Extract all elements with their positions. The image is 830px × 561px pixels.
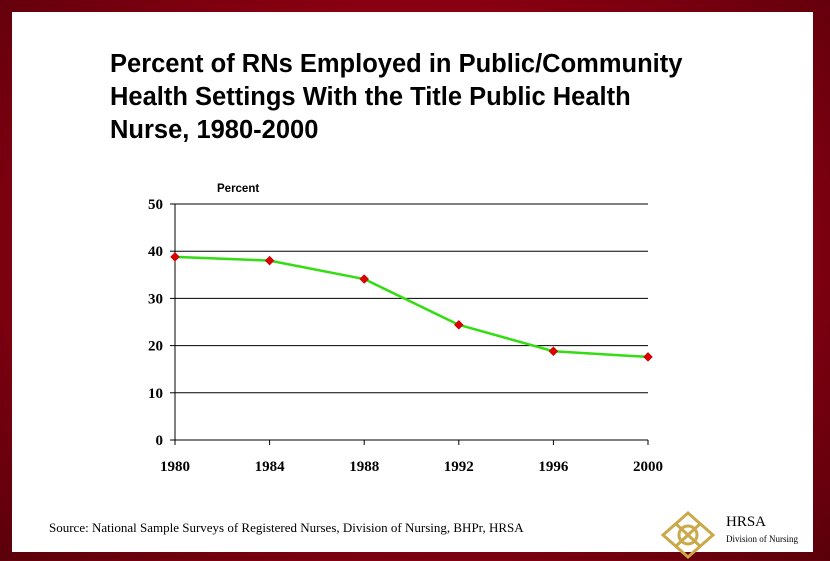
series-line: [174, 255, 649, 359]
y-tick-label: 40: [148, 244, 163, 260]
x-tick-label: 1988: [349, 459, 379, 475]
x-tick-label: 1980: [160, 459, 190, 475]
y-tick-label: 30: [148, 291, 163, 307]
logo-division: Division of Nursing: [726, 534, 798, 544]
x-tick-label: 1996: [538, 459, 569, 475]
x-tick-label: 2000: [633, 459, 663, 475]
source-note: Source: National Sample Surveys of Regis…: [49, 520, 524, 535]
data-point-marker: [170, 252, 180, 262]
title-line-3: Nurse, 1980-2000: [110, 116, 319, 144]
logo-name: HRSA: [726, 514, 767, 530]
x-tick-label: 1984: [255, 459, 286, 475]
data-point-marker: [453, 319, 464, 330]
line-chart: Percent 0 10 20 30 40 50 1980 1984 1988 1992 1996…: [148, 183, 663, 475]
y-tick-label: 10: [148, 386, 163, 402]
title-line-2: Health Settings With the Title Public He…: [110, 83, 631, 111]
hrsa-knot-logo-icon: [660, 511, 716, 559]
data-point-marker: [264, 255, 275, 266]
data-point-marker: [548, 346, 559, 357]
x-tick-label: 1992: [444, 459, 474, 475]
chart-title: Percent of RNs Employed in Public/Commun…: [110, 48, 790, 147]
slide: Percent of RNs Employed in Public/Commun…: [12, 12, 813, 559]
data-point-marker: [643, 352, 653, 362]
y-axis-label: Percent: [217, 183, 259, 195]
data-point-marker: [359, 274, 370, 284]
y-tick-label: 0: [156, 433, 164, 449]
y-tick-label: 20: [148, 339, 163, 355]
title-line-1: Percent of RNs Employed in Public/Commun…: [110, 50, 683, 78]
hrsa-logo-text: HRSA Division of Nursing: [726, 514, 798, 545]
y-tick-label: 50: [148, 197, 163, 213]
